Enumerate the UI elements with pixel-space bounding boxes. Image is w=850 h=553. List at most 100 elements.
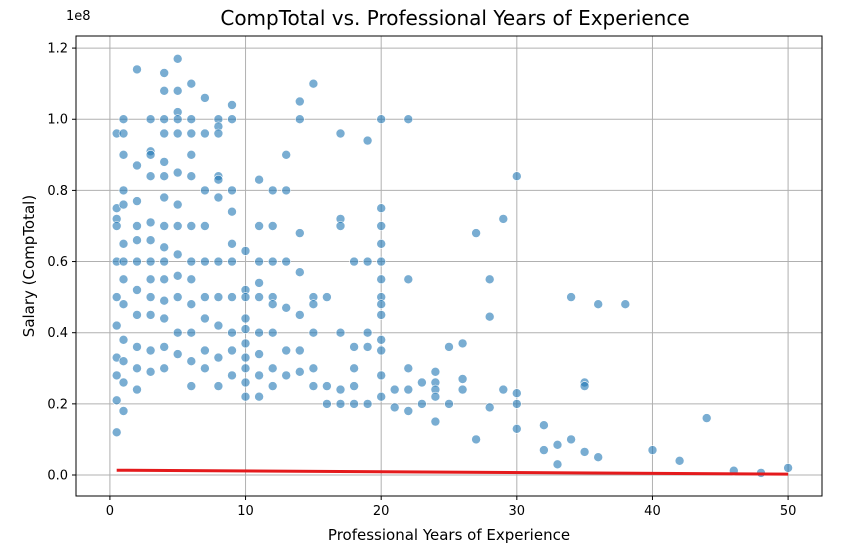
scatter-point [145,274,156,285]
scatter-point [308,363,319,374]
x-axis-label: Professional Years of Experience [328,526,570,544]
y-tick-label: 0.0 [47,469,68,484]
scatter-point [322,381,332,391]
scatter-point [376,203,387,213]
scatter-point [254,221,264,231]
scatter-point [403,114,414,124]
scatter-point [254,292,264,302]
scatter-point [145,345,156,356]
y-axis-ticks: 0.0 0.2 0.4 0.6 0.8 1.0 1.2 [47,42,76,484]
scatter-point [376,391,387,402]
scatter-point [240,391,251,402]
scatter-point [349,256,359,267]
scatter-point [240,292,251,302]
plot-frame [75,35,823,497]
scatter-point [281,345,292,356]
scatter-point [227,327,237,338]
scatter-point [227,345,237,356]
scatter-point [362,327,373,338]
scatter-point [186,299,197,310]
scatter-point [172,199,183,210]
scatter-point [254,370,264,381]
x-tick-label: 50 [780,504,797,519]
scatter-point [240,324,251,334]
scatter-point [159,242,169,253]
scatter-point [159,363,169,374]
scatter-point [118,377,129,388]
scatter-point [145,150,156,160]
scatter-point [240,313,251,324]
scatter-point [471,228,481,238]
scatter-point [254,174,264,185]
scatter-point [118,150,129,160]
scatter-point [539,445,549,455]
scatter-point [132,64,142,75]
scatter-point [159,342,169,352]
scatter-point [294,345,305,356]
x-tick-label: 40 [644,504,661,519]
scatter-point [132,235,142,245]
scatter-point [111,221,122,231]
scatter-point [430,416,441,427]
scatter-point [498,384,509,395]
y-tick-label: 0.4 [47,326,68,341]
scatter-point [145,171,156,181]
scatter-point [335,399,346,409]
scatter-point [430,366,441,377]
scatter-point [172,53,183,64]
scatter-point [267,363,278,374]
scatter-point [511,423,522,434]
scatter-point [281,185,292,196]
scatter-point [145,256,156,267]
scatter-point [111,427,122,438]
scatter-point [118,114,129,124]
scatter-point [254,256,264,267]
scatter-point [200,128,210,139]
scatter-point [145,310,156,320]
scatter-points [111,53,793,478]
scatter-point [362,135,373,146]
scatter-point [172,292,183,302]
scatter-point [213,128,224,139]
scatter-point [227,114,237,124]
scatter-point [349,342,359,352]
y-tick-label: 1.0 [47,113,68,128]
scatter-point [159,256,169,267]
scatter-point [159,114,169,124]
scatter-point [376,256,387,267]
scatter-point [132,160,142,171]
scatter-point [267,381,278,391]
scatter-point [566,292,576,302]
scatter-point [172,221,183,231]
scatter-point [159,157,169,167]
scatter-point [111,370,122,381]
scatter-point [403,384,414,395]
scatter-point [620,299,631,310]
y-axis-label: Salary (CompTotal) [20,195,38,337]
scatter-point [281,256,292,267]
scatter-point [118,406,129,416]
scatter-point [145,217,156,228]
scatter-point [511,399,522,409]
scatter-point [376,345,387,356]
scatter-point [389,384,400,395]
scatter-point [552,459,563,470]
scatter-point [240,352,251,363]
scatter-point [403,363,414,374]
scatter-point [674,455,685,466]
x-tick-label: 30 [509,504,526,519]
scatter-point [186,327,197,338]
scatter-point [457,384,468,395]
scatter-point [200,93,210,103]
chart-title: CompTotal vs. Professional Years of Expe… [220,6,689,30]
grid [76,36,822,496]
scatter-point [132,221,142,231]
scatter-point [240,363,251,374]
scatter-point [349,381,359,391]
scatter-point [213,292,224,302]
scatter-point [417,377,427,388]
y-offset-label: 1e8 [66,9,91,24]
scatter-point [186,171,197,181]
